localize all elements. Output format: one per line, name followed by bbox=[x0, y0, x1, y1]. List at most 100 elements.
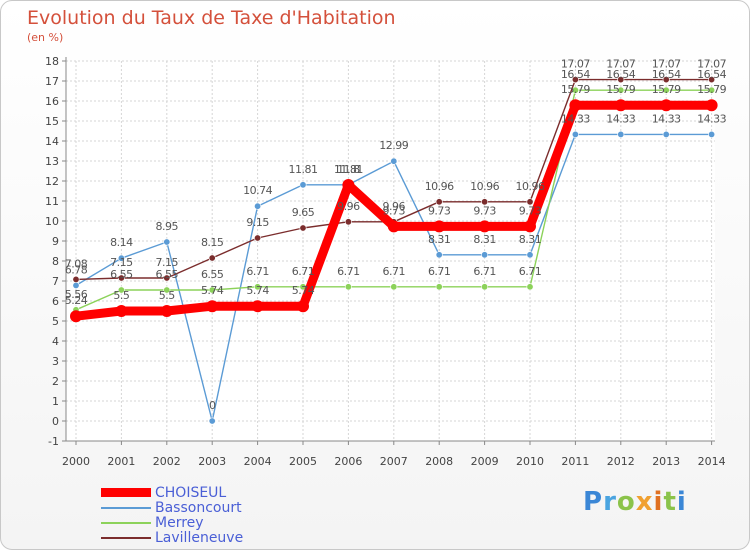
data-point-lavilleneuve bbox=[435, 198, 443, 206]
data-label-merrey: 6.55 bbox=[156, 268, 179, 281]
x-tick-label: 2002 bbox=[153, 455, 181, 468]
chart-title: Evolution du Taux de Taxe d'Habitation bbox=[27, 7, 396, 29]
data-label-merrey: 6.55 bbox=[201, 268, 224, 281]
data-point-lavilleneuve bbox=[571, 76, 579, 84]
x-tick-label: 2008 bbox=[425, 455, 453, 468]
data-label-lavilleneuve: 7.15 bbox=[110, 256, 133, 269]
data-label-choiseul: 9.73 bbox=[519, 204, 542, 217]
x-tick-label: 2001 bbox=[107, 455, 135, 468]
data-point-lavilleneuve bbox=[617, 76, 625, 84]
data-label-lavilleneuve: 9.96 bbox=[337, 200, 360, 213]
data-point-lavilleneuve bbox=[163, 274, 171, 282]
data-point-bassoncourt bbox=[662, 130, 670, 138]
y-tick-label: 4 bbox=[52, 335, 59, 348]
data-label-merrey: 16.54 bbox=[652, 68, 681, 81]
data-point-choiseul bbox=[342, 179, 355, 191]
legend-label-merrey: Merrey bbox=[155, 514, 204, 531]
data-label-merrey: 6.71 bbox=[337, 265, 360, 278]
x-tick-label: 2014 bbox=[698, 455, 726, 468]
data-point-choiseul bbox=[160, 305, 173, 317]
data-label-lavilleneuve: 10.96 bbox=[425, 180, 454, 193]
data-point-merrey bbox=[662, 86, 670, 94]
data-point-bassoncourt bbox=[435, 251, 443, 259]
legend-item-bassoncourt: Bassoncourt bbox=[101, 500, 243, 516]
data-label-lavilleneuve: 17.07 bbox=[606, 58, 635, 71]
data-label-merrey: 6.71 bbox=[246, 265, 269, 278]
data-label-lavilleneuve: 9.15 bbox=[246, 216, 269, 229]
data-point-choiseul bbox=[660, 99, 673, 112]
data-label-merrey: 6.71 bbox=[473, 265, 496, 278]
data-point-lavilleneuve bbox=[344, 218, 352, 226]
data-point-merrey bbox=[117, 286, 125, 294]
data-point-lavilleneuve bbox=[708, 76, 716, 84]
chart-legend: CHOISEUL Bassoncourt Merrey Lavilleneuve bbox=[101, 484, 243, 546]
data-point-choiseul bbox=[524, 220, 536, 233]
y-tick-label: 5 bbox=[52, 315, 59, 328]
data-label-bassoncourt: 8.31 bbox=[428, 233, 451, 246]
data-label-choiseul: 11.8 bbox=[337, 163, 360, 176]
data-point-choiseul bbox=[569, 99, 582, 112]
data-label-bassoncourt: 8.31 bbox=[519, 233, 542, 246]
x-tick-label: 2006 bbox=[334, 455, 362, 468]
data-label-choiseul: 9.73 bbox=[428, 204, 451, 217]
y-tick-label: 6 bbox=[52, 295, 59, 308]
data-label-choiseul: 9.73 bbox=[473, 204, 496, 217]
data-point-merrey bbox=[254, 283, 262, 291]
y-tick-label: 15 bbox=[45, 115, 59, 128]
data-label-merrey: 16.54 bbox=[697, 68, 726, 81]
x-tick-label: 2010 bbox=[516, 455, 544, 468]
y-tick-label: 7 bbox=[52, 275, 59, 288]
data-label-choiseul: 5.74 bbox=[292, 284, 315, 297]
data-point-bassoncourt bbox=[208, 417, 216, 425]
x-tick-label: 2013 bbox=[652, 455, 680, 468]
data-point-bassoncourt bbox=[481, 251, 489, 259]
data-label-choiseul: 15.79 bbox=[561, 83, 590, 96]
data-point-bassoncourt bbox=[571, 130, 579, 138]
y-tick-label: 1 bbox=[52, 395, 59, 408]
y-tick-label: 13 bbox=[45, 155, 59, 168]
data-label-choiseul: 5.74 bbox=[246, 284, 269, 297]
data-label-bassoncourt: 11.81 bbox=[334, 163, 363, 176]
data-label-bassoncourt: 11.81 bbox=[289, 163, 318, 176]
data-point-choiseul bbox=[478, 220, 491, 233]
data-point-merrey bbox=[617, 86, 625, 94]
data-point-merrey bbox=[435, 283, 443, 291]
data-point-lavilleneuve bbox=[117, 274, 125, 282]
data-point-choiseul bbox=[614, 99, 627, 112]
chart-unit-label: (en %) bbox=[27, 31, 64, 44]
data-point-lavilleneuve bbox=[481, 198, 489, 206]
data-label-lavilleneuve: 17.07 bbox=[561, 58, 590, 71]
data-label-choiseul: 5.74 bbox=[201, 284, 224, 297]
x-tick-label: 2003 bbox=[198, 455, 226, 468]
legend-item-lavilleneuve: Lavilleneuve bbox=[101, 530, 243, 546]
y-tick-label: 9 bbox=[52, 235, 59, 248]
legend-item-merrey: Merrey bbox=[101, 514, 243, 531]
data-label-merrey: 6.71 bbox=[428, 265, 451, 278]
plot-area bbox=[66, 61, 715, 441]
legend-swatch-merrey bbox=[101, 521, 151, 524]
data-point-bassoncourt bbox=[254, 202, 262, 210]
data-point-merrey bbox=[344, 283, 352, 291]
data-point-lavilleneuve bbox=[299, 224, 307, 232]
data-point-choiseul bbox=[251, 300, 264, 313]
y-tick-label: 0 bbox=[52, 415, 59, 428]
data-point-lavilleneuve bbox=[208, 254, 216, 262]
data-point-merrey bbox=[390, 283, 398, 291]
y-tick-label: 2 bbox=[52, 375, 59, 388]
data-point-lavilleneuve bbox=[254, 234, 262, 242]
data-label-choiseul: 5.24 bbox=[65, 294, 88, 307]
y-tick-label: 3 bbox=[52, 355, 59, 368]
data-label-choiseul: 15.79 bbox=[652, 83, 681, 96]
legend-label-choiseul: CHOISEUL bbox=[155, 484, 227, 501]
data-label-lavilleneuve: 7.15 bbox=[156, 256, 179, 269]
y-tick-label: 16 bbox=[45, 95, 59, 108]
data-label-bassoncourt: 10.74 bbox=[243, 184, 272, 197]
data-label-choiseul: 15.79 bbox=[606, 83, 635, 96]
x-tick-label: 2000 bbox=[62, 455, 90, 468]
data-point-lavilleneuve bbox=[72, 275, 80, 283]
data-label-lavilleneuve: 17.07 bbox=[652, 58, 681, 71]
data-label-lavilleneuve: 8.15 bbox=[201, 236, 224, 249]
data-point-choiseul bbox=[297, 300, 309, 313]
data-point-bassoncourt bbox=[390, 157, 398, 165]
